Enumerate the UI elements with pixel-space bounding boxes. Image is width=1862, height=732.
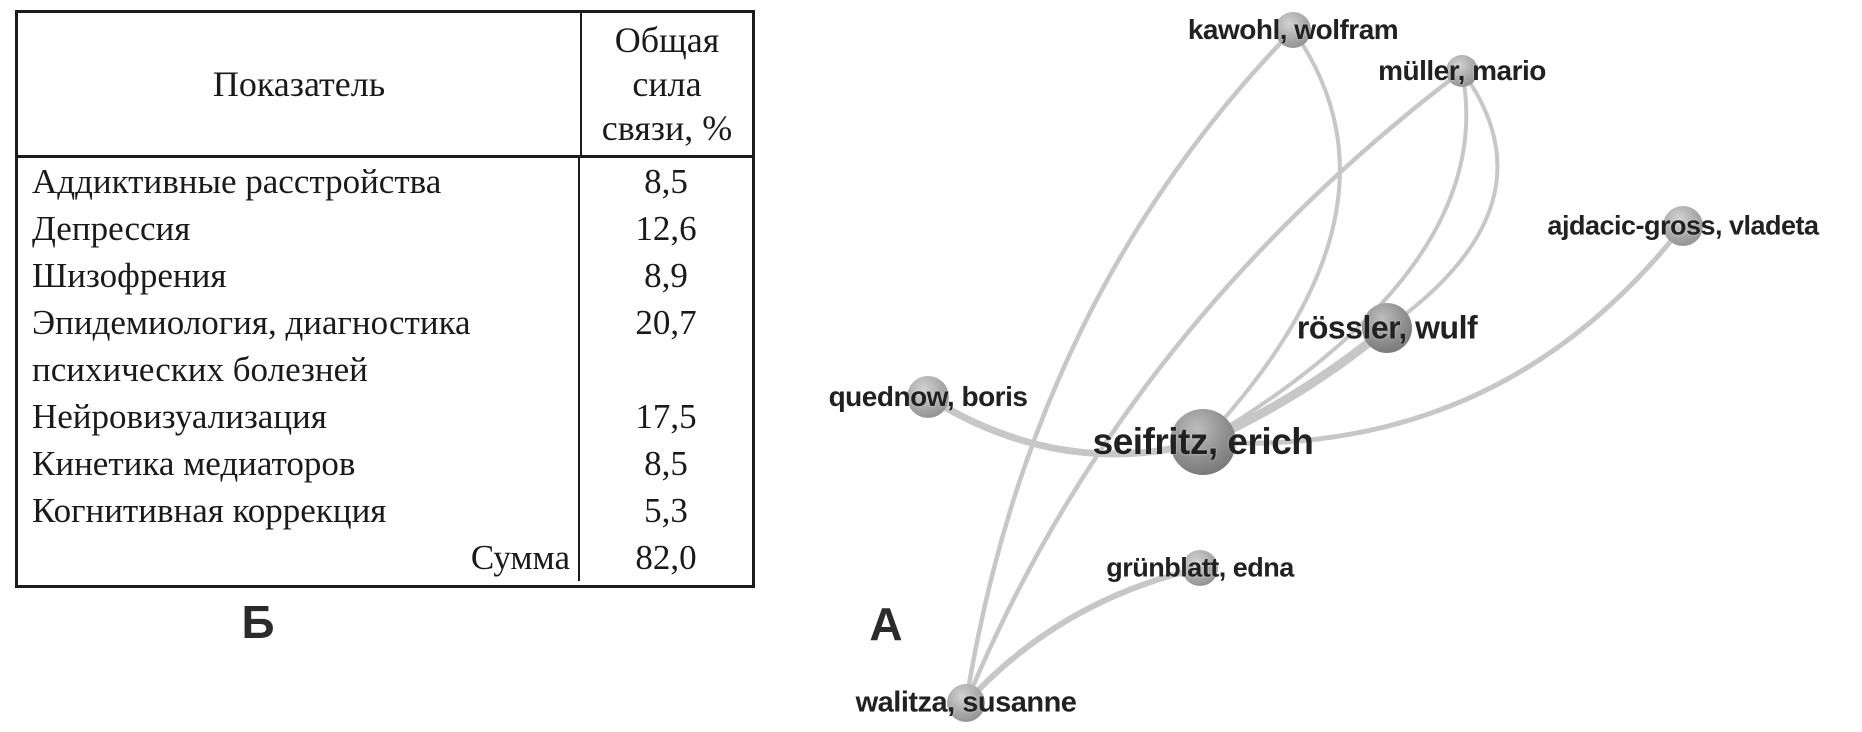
node-layer <box>907 12 1703 722</box>
panel-a-label: А <box>869 598 903 650</box>
row-value: 8,9 <box>644 256 688 295</box>
panel-b-label: Б <box>241 596 275 648</box>
network-edge-quednow-seifritz <box>924 393 1207 458</box>
network-node-ajdacic <box>1663 206 1703 246</box>
row-label: психических болезней <box>18 346 580 393</box>
total-label: Сумма <box>18 534 580 581</box>
table-header-strength: Общая сила связи, % <box>582 13 752 155</box>
network-edge-rossler-muller <box>1385 69 1500 330</box>
table-row: Нейровизуализация 17,5 <box>18 393 752 440</box>
link-strength-table: Показатель Общая сила связи, % Аддиктивн… <box>15 10 755 588</box>
table-total-row: Сумма 82,0 <box>18 534 752 581</box>
row-value: 8,5 <box>644 444 688 483</box>
table-header-row: Показатель Общая сила связи, % <box>18 13 752 158</box>
table-row: Кинетика медиаторов 8,5 <box>18 440 752 487</box>
table-row: Депрессия 12,6 <box>18 205 752 252</box>
row-label: Аддиктивные расстройства <box>18 158 580 205</box>
row-value: 17,5 <box>635 397 697 436</box>
table-header-indicator-label: Показатель <box>212 64 386 104</box>
row-value: 8,5 <box>644 162 688 201</box>
node-label-rossler-wulf: rössler, wulf <box>1296 309 1478 346</box>
table-body: Аддиктивные расстройства 8,5 Депрессия 1… <box>18 158 752 582</box>
table-row: психических болезней <box>18 346 752 393</box>
total-value: 82,0 <box>635 538 697 577</box>
node-label-walitza-susanne: walitza, susanne <box>855 686 1077 719</box>
network-edge-ajdacic-seifritz <box>1200 223 1686 446</box>
network-edge-kawohl-seifritz <box>1201 28 1342 444</box>
table-row: Когнитивная коррекция 5,3 <box>18 487 752 534</box>
table-header-strength-line1: Общая <box>614 20 720 60</box>
row-value: 12,6 <box>635 209 697 248</box>
row-value: 5,3 <box>644 491 688 530</box>
edge-layer <box>924 27 1686 706</box>
table-header-strength-line3: связи, % <box>601 108 733 148</box>
network-edge-muller-walitza <box>963 68 1465 706</box>
table-header-indicator: Показатель <box>18 13 582 155</box>
network-node-grunblatt <box>1182 550 1218 586</box>
table-header-strength-line2: сила <box>632 64 702 104</box>
row-value: 20,7 <box>635 303 697 342</box>
row-label: Нейровизуализация <box>18 393 580 440</box>
network-edge-kawohl-walitza <box>963 27 1296 706</box>
table-row: Шизофрения 8,9 <box>18 252 752 299</box>
network-node-kawohl <box>1275 12 1311 48</box>
network-node-walitza <box>947 684 985 722</box>
network-node-seifritz <box>1170 409 1236 475</box>
node-label-ajdacic-gross-vladeta: ajdacic-gross, vladeta <box>1547 210 1819 241</box>
node-label-quednow-boris: quednow, boris <box>828 381 1028 412</box>
row-label: Депрессия <box>18 205 580 252</box>
network-edge-walitza-grunblatt <box>963 565 1203 706</box>
network-node-rossler <box>1362 303 1412 353</box>
row-label: Когнитивная коррекция <box>18 487 580 534</box>
node-label-grunblatt-edna: grünblatt, edna <box>1106 552 1294 583</box>
network-node-muller <box>1446 55 1478 87</box>
node-label-muller-mario: müller, mario <box>1378 55 1546 86</box>
row-label: Кинетика медиаторов <box>18 440 580 487</box>
row-label: Эпидемиология, диагностика <box>18 299 580 346</box>
network-edge-muller-seifritz <box>1201 69 1469 444</box>
network-node-quednow <box>907 376 949 418</box>
node-label-kawohl-wolfram: kawohl, wolfram <box>1187 14 1399 45</box>
table-row: Эпидемиология, диагностика 20,7 <box>18 299 752 346</box>
row-label: Шизофрения <box>18 252 580 299</box>
node-label-seifritz-erich: seifritz, erich <box>1092 421 1314 462</box>
table-row: Аддиктивные расстройства 8,5 <box>18 158 752 205</box>
